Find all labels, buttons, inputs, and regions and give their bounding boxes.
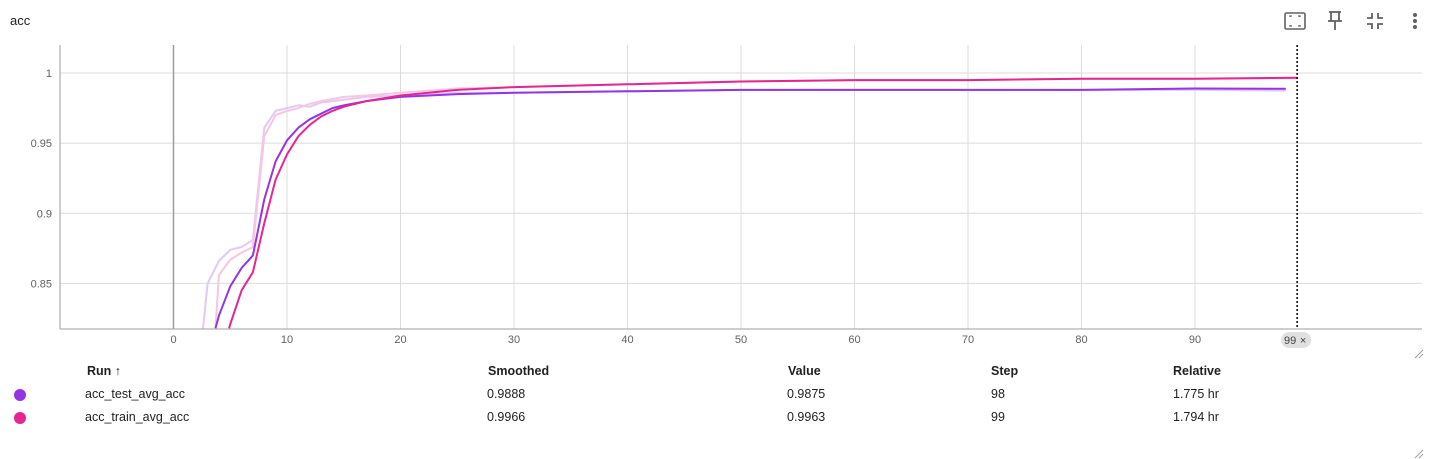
step-value: 98 <box>991 387 1005 401</box>
series-lines <box>202 76 1298 329</box>
y-tick-label: 0.95 <box>31 138 52 150</box>
close-icon: × <box>1300 335 1306 347</box>
x-tick-label: 40 <box>621 334 633 346</box>
smoothed-value: 0.9966 <box>487 410 526 424</box>
grid-lines <box>60 45 1422 329</box>
header-smoothed[interactable]: Smoothed <box>488 364 550 378</box>
raw-series-line <box>214 77 1298 329</box>
run-color-dot <box>14 389 26 401</box>
chart-resize-handle[interactable] <box>1414 349 1424 359</box>
x-tick-label: 70 <box>962 334 974 346</box>
x-tick-label: 90 <box>1189 334 1201 346</box>
x-tick-label: 80 <box>1075 334 1087 346</box>
hover-step-label: 99 <box>1284 335 1296 347</box>
card-title: acc <box>10 13 31 28</box>
smoothed-series-line <box>214 87 1286 329</box>
smoothed-series-line <box>228 76 1298 329</box>
x-tick-label: 0 <box>170 334 176 346</box>
pin-icon[interactable] <box>1322 8 1348 34</box>
relative-time: 1.775 hr <box>1173 387 1219 401</box>
x-tick-label: 10 <box>281 334 293 346</box>
header-step[interactable]: Step <box>991 364 1019 378</box>
card-resize-handle[interactable] <box>1414 449 1424 459</box>
x-tick-label: 20 <box>394 334 406 346</box>
run-color-dot <box>14 412 26 424</box>
fit-domain-icon[interactable] <box>1282 8 1308 34</box>
y-tick-label: 0.9 <box>37 208 52 220</box>
table-row: acc_train_avg_acc 0.9966 0.9963 99 1.794… <box>0 407 1429 430</box>
y-tick-label: 0.85 <box>31 278 52 290</box>
relative-time: 1.794 hr <box>1173 410 1219 424</box>
step-value: 99 <box>991 410 1005 424</box>
raw-value: 0.9875 <box>787 387 826 401</box>
run-name: acc_test_avg_acc <box>85 387 186 401</box>
hover-step-chip <box>1281 332 1312 348</box>
header-run[interactable]: Run ↑ <box>87 364 122 378</box>
x-tick-label: 50 <box>735 334 747 346</box>
x-tick-label: 60 <box>848 334 860 346</box>
table-row: acc_test_avg_acc 0.9888 0.9875 98 1.775 … <box>0 384 1429 407</box>
smoothed-value: 0.9888 <box>487 387 526 401</box>
x-tick-label: 30 <box>508 334 520 346</box>
raw-value: 0.9963 <box>787 410 826 424</box>
hover-indicator: 99 × <box>1281 45 1312 348</box>
header-value[interactable]: Value <box>788 364 821 378</box>
more-vert-icon[interactable] <box>1402 8 1428 34</box>
header-relative[interactable]: Relative <box>1173 364 1221 378</box>
run-name: acc_train_avg_acc <box>85 410 190 424</box>
raw-series-line <box>202 88 1286 329</box>
collapse-icon[interactable] <box>1362 8 1388 34</box>
y-tick-label: 1 <box>46 68 52 80</box>
